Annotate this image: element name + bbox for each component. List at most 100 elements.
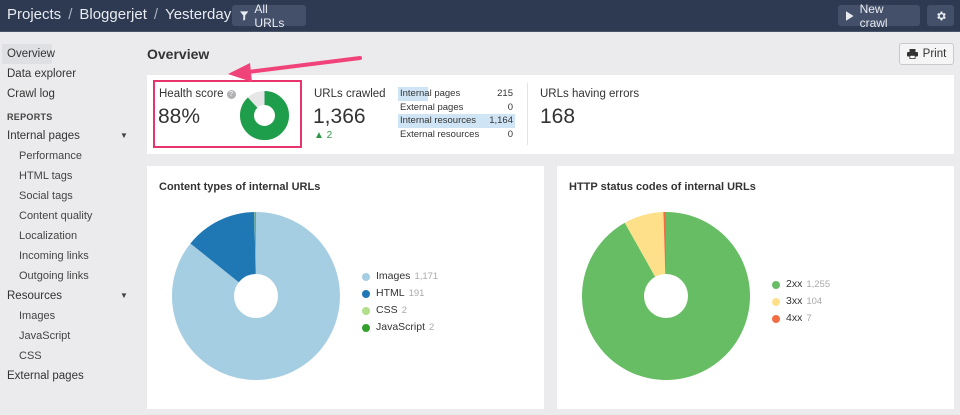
chart-legend: 2xx 1,255 3xx 104 4xx 7 xyxy=(772,276,830,327)
breakdown-label: External pages xyxy=(400,101,464,113)
legend-label: CSS xyxy=(376,304,398,316)
stats-card: Health score? 88% URLs crawled 1,366 ▲ 2… xyxy=(147,75,954,154)
legend-item-html[interactable]: HTML 191 xyxy=(362,285,438,302)
caret-down-icon[interactable]: ▼ xyxy=(120,291,128,300)
sidebar-item-overview[interactable]: Overview xyxy=(2,44,55,64)
printer-icon xyxy=(906,49,918,59)
legend-dot-icon xyxy=(362,323,370,332)
chart-title: Content types of internal URLs xyxy=(159,181,321,193)
breakdown-value: 1,164 xyxy=(489,115,513,126)
new-crawl-label: New crawl xyxy=(859,1,888,30)
sidebar-item-internal-pages[interactable]: Internal pages ▼ xyxy=(0,126,140,146)
sidebar-item-label: Internal pages xyxy=(7,130,80,142)
breadcrumb: Projects / Bloggerjet / Yesterday ▼ xyxy=(7,6,244,23)
sidebar-item-localization[interactable]: Localization xyxy=(19,230,78,242)
sidebar-item-data-explorer[interactable]: Data explorer xyxy=(7,68,77,80)
legend-item-2xx[interactable]: 2xx 1,255 xyxy=(772,276,830,293)
urls-errors-value: 168 xyxy=(540,105,576,128)
pie-slice-html[interactable] xyxy=(190,212,256,296)
legend-label: 3xx xyxy=(786,295,803,307)
print-button[interactable]: Print xyxy=(899,43,954,65)
chart-title: HTTP status codes of internal URLs xyxy=(569,181,756,193)
legend-item-3xx[interactable]: 3xx 104 xyxy=(772,293,830,310)
sidebar-item-resources[interactable]: Resources ▼ xyxy=(0,286,140,306)
divider xyxy=(527,83,528,145)
print-label: Print xyxy=(922,48,947,60)
help-icon[interactable]: ? xyxy=(226,90,236,99)
legend-item-images[interactable]: Images 1,171 xyxy=(362,268,438,285)
urls-breakdown: Internal pages 215 External pages 0 Inte… xyxy=(398,87,515,141)
breadcrumb-separator: / xyxy=(153,6,159,23)
legend-value: 191 xyxy=(408,288,425,299)
sidebar-item-outgoing-links[interactable]: Outgoing links xyxy=(19,270,89,282)
breadcrumb-crawl-date[interactable]: Yesterday xyxy=(165,6,232,23)
health-score-highlight xyxy=(153,80,302,148)
content-types-chart-card: Content types of internal URLs Images 1,… xyxy=(147,166,544,409)
urls-errors-label: URLs having errors xyxy=(540,88,640,100)
breakdown-value: 0 xyxy=(507,101,513,113)
breakdown-row[interactable]: External pages 0 xyxy=(398,101,515,115)
sidebar-item-external-pages[interactable]: External pages xyxy=(7,370,84,382)
sidebar-item-css[interactable]: CSS xyxy=(19,350,42,362)
breadcrumb-separator: / xyxy=(68,6,73,23)
gear-icon xyxy=(936,11,946,20)
breakdown-value: 0 xyxy=(507,128,513,140)
breadcrumb-project[interactable]: Bloggerjet xyxy=(79,6,147,23)
breadcrumb-projects[interactable]: Projects xyxy=(7,6,62,23)
sidebar-item-content-quality[interactable]: Content quality xyxy=(19,210,93,222)
http-status-pie-chart xyxy=(582,211,751,380)
legend-value: 1,255 xyxy=(806,279,831,290)
breakdown-row[interactable]: Internal resources 1,164 xyxy=(398,114,515,128)
play-icon xyxy=(846,10,854,21)
urls-crawled-label: URLs crawled xyxy=(314,88,386,100)
sidebar: Overview Data explorer Crawl log REPORTS… xyxy=(0,44,140,386)
health-score-label: Health score? xyxy=(159,88,236,100)
sidebar-item-html-tags[interactable]: HTML tags xyxy=(19,170,73,182)
health-score-donut xyxy=(240,91,289,140)
breakdown-row[interactable]: External resources 0 xyxy=(398,128,515,142)
sidebar-item-performance[interactable]: Performance xyxy=(19,150,82,162)
legend-dot-icon xyxy=(362,272,370,281)
breakdown-row[interactable]: Internal pages 215 xyxy=(398,87,515,101)
pie-slice-3xx[interactable] xyxy=(624,212,666,296)
legend-value: 7 xyxy=(806,313,812,324)
sidebar-item-javascript[interactable]: JavaScript xyxy=(19,330,71,342)
health-score-label-text: Health score xyxy=(159,88,224,100)
urls-crawled-delta: ▲ 2 xyxy=(314,130,333,141)
chart-legend: Images 1,171 HTML 191 CSS 2 JavaScript 2 xyxy=(362,268,438,336)
content-types-pie-chart xyxy=(171,211,340,380)
legend-item-css[interactable]: CSS 2 xyxy=(362,302,438,319)
http-status-chart-card: HTTP status codes of internal URLs 2xx 1… xyxy=(557,166,954,409)
sidebar-section-reports: REPORTS xyxy=(7,112,53,122)
funnel-icon xyxy=(240,10,249,21)
sidebar-item-incoming-links[interactable]: Incoming links xyxy=(19,250,89,262)
legend-value: 1,171 xyxy=(414,271,439,282)
caret-down-icon[interactable]: ▼ xyxy=(120,131,128,140)
all-urls-filter-button[interactable]: All URLs xyxy=(232,2,306,30)
settings-button[interactable] xyxy=(927,5,954,26)
page-title: Overview xyxy=(147,46,210,62)
health-score-value: 88% xyxy=(158,105,201,128)
legend-label: HTML xyxy=(376,287,405,299)
sidebar-item-social-tags[interactable]: Social tags xyxy=(19,190,73,202)
legend-dot-icon xyxy=(772,314,780,323)
legend-item-javascript[interactable]: JavaScript 2 xyxy=(362,319,438,336)
breakdown-label: External resources xyxy=(400,128,480,140)
legend-dot-icon xyxy=(772,297,780,306)
top-bar: Projects / Bloggerjet / Yesterday ▼ All … xyxy=(0,0,960,32)
legend-dot-icon xyxy=(362,289,370,298)
legend-value: 104 xyxy=(806,296,823,307)
breakdown-label: Internal resources xyxy=(400,115,477,126)
legend-item-4xx[interactable]: 4xx 7 xyxy=(772,310,830,327)
legend-label: 4xx xyxy=(786,312,803,324)
all-urls-label: All URLs xyxy=(254,1,285,30)
legend-label: Images xyxy=(376,270,411,282)
sidebar-item-crawl-log[interactable]: Crawl log xyxy=(7,88,55,100)
legend-value: 2 xyxy=(401,305,407,316)
sidebar-item-label: Resources xyxy=(7,290,62,302)
sidebar-item-images[interactable]: Images xyxy=(19,310,56,322)
breakdown-value: 215 xyxy=(497,88,513,99)
legend-dot-icon xyxy=(772,280,780,289)
new-crawl-button[interactable]: New crawl xyxy=(838,2,920,30)
urls-crawled-value: 1,366 xyxy=(313,105,366,128)
